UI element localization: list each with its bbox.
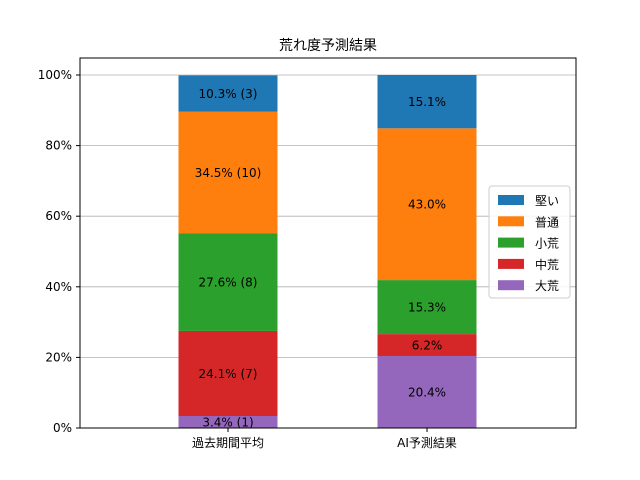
legend-swatch <box>498 237 524 248</box>
data-label: 43.0% <box>408 198 446 212</box>
bar-segment <box>178 111 278 234</box>
bar-segment <box>178 233 278 331</box>
y-tick-label: 40% <box>45 280 72 294</box>
bar-segment <box>377 75 477 129</box>
bar-segment <box>377 128 477 281</box>
x-tick-label: 過去期間平均 <box>192 436 264 450</box>
bar-segment <box>178 415 278 428</box>
data-label: 27.6% (8) <box>199 276 258 290</box>
legend-label: 中荒 <box>535 257 559 272</box>
bar-segment <box>178 330 278 416</box>
y-tick-label: 60% <box>45 209 72 223</box>
y-tick-label: 0% <box>53 421 72 435</box>
legend-box <box>488 185 571 299</box>
y-tick-label: 80% <box>45 139 72 153</box>
legend-swatch <box>498 216 524 227</box>
plot-area-frame <box>79 57 577 429</box>
legend-label: 堅い <box>535 194 559 208</box>
data-labels: 3.4% (1) 24.1% (7) 27.6% (8) 34.5% (10) 10.3… <box>195 87 446 429</box>
x-tick-label: AI予測結果 <box>397 436 457 450</box>
legend-swatch <box>498 280 524 291</box>
data-label: 15.3% <box>408 301 446 315</box>
y-tick-label: 100% <box>38 68 72 82</box>
bar-segment <box>377 334 477 356</box>
data-label: 34.5% (10) <box>195 166 262 180</box>
data-label: 24.1% (7) <box>199 367 258 381</box>
legend-swatch <box>498 258 524 269</box>
y-tick-label: 20% <box>45 350 72 364</box>
data-label: 20.4% <box>408 385 446 399</box>
bar-segment <box>377 355 477 428</box>
legend-swatch <box>498 195 524 205</box>
data-label: 3.4% (1) <box>202 415 253 429</box>
data-label: 15.1% <box>408 95 446 109</box>
bar-segment <box>178 75 278 112</box>
legend-label: 小荒 <box>535 237 559 251</box>
data-label: 10.3% (3) <box>199 87 258 101</box>
data-label: 6.2% <box>412 339 443 353</box>
y-axis: 0% 20% 40% 60% 80% 100% <box>38 68 80 435</box>
x-axis: 過去期間平均 AI予測結果 <box>192 428 457 450</box>
bars <box>178 75 477 428</box>
legend-label: 大荒 <box>535 279 559 293</box>
chart-title: 荒れ度予測結果 <box>279 38 377 54</box>
bar-segment <box>377 280 477 335</box>
legend-label: 普通 <box>535 215 559 229</box>
